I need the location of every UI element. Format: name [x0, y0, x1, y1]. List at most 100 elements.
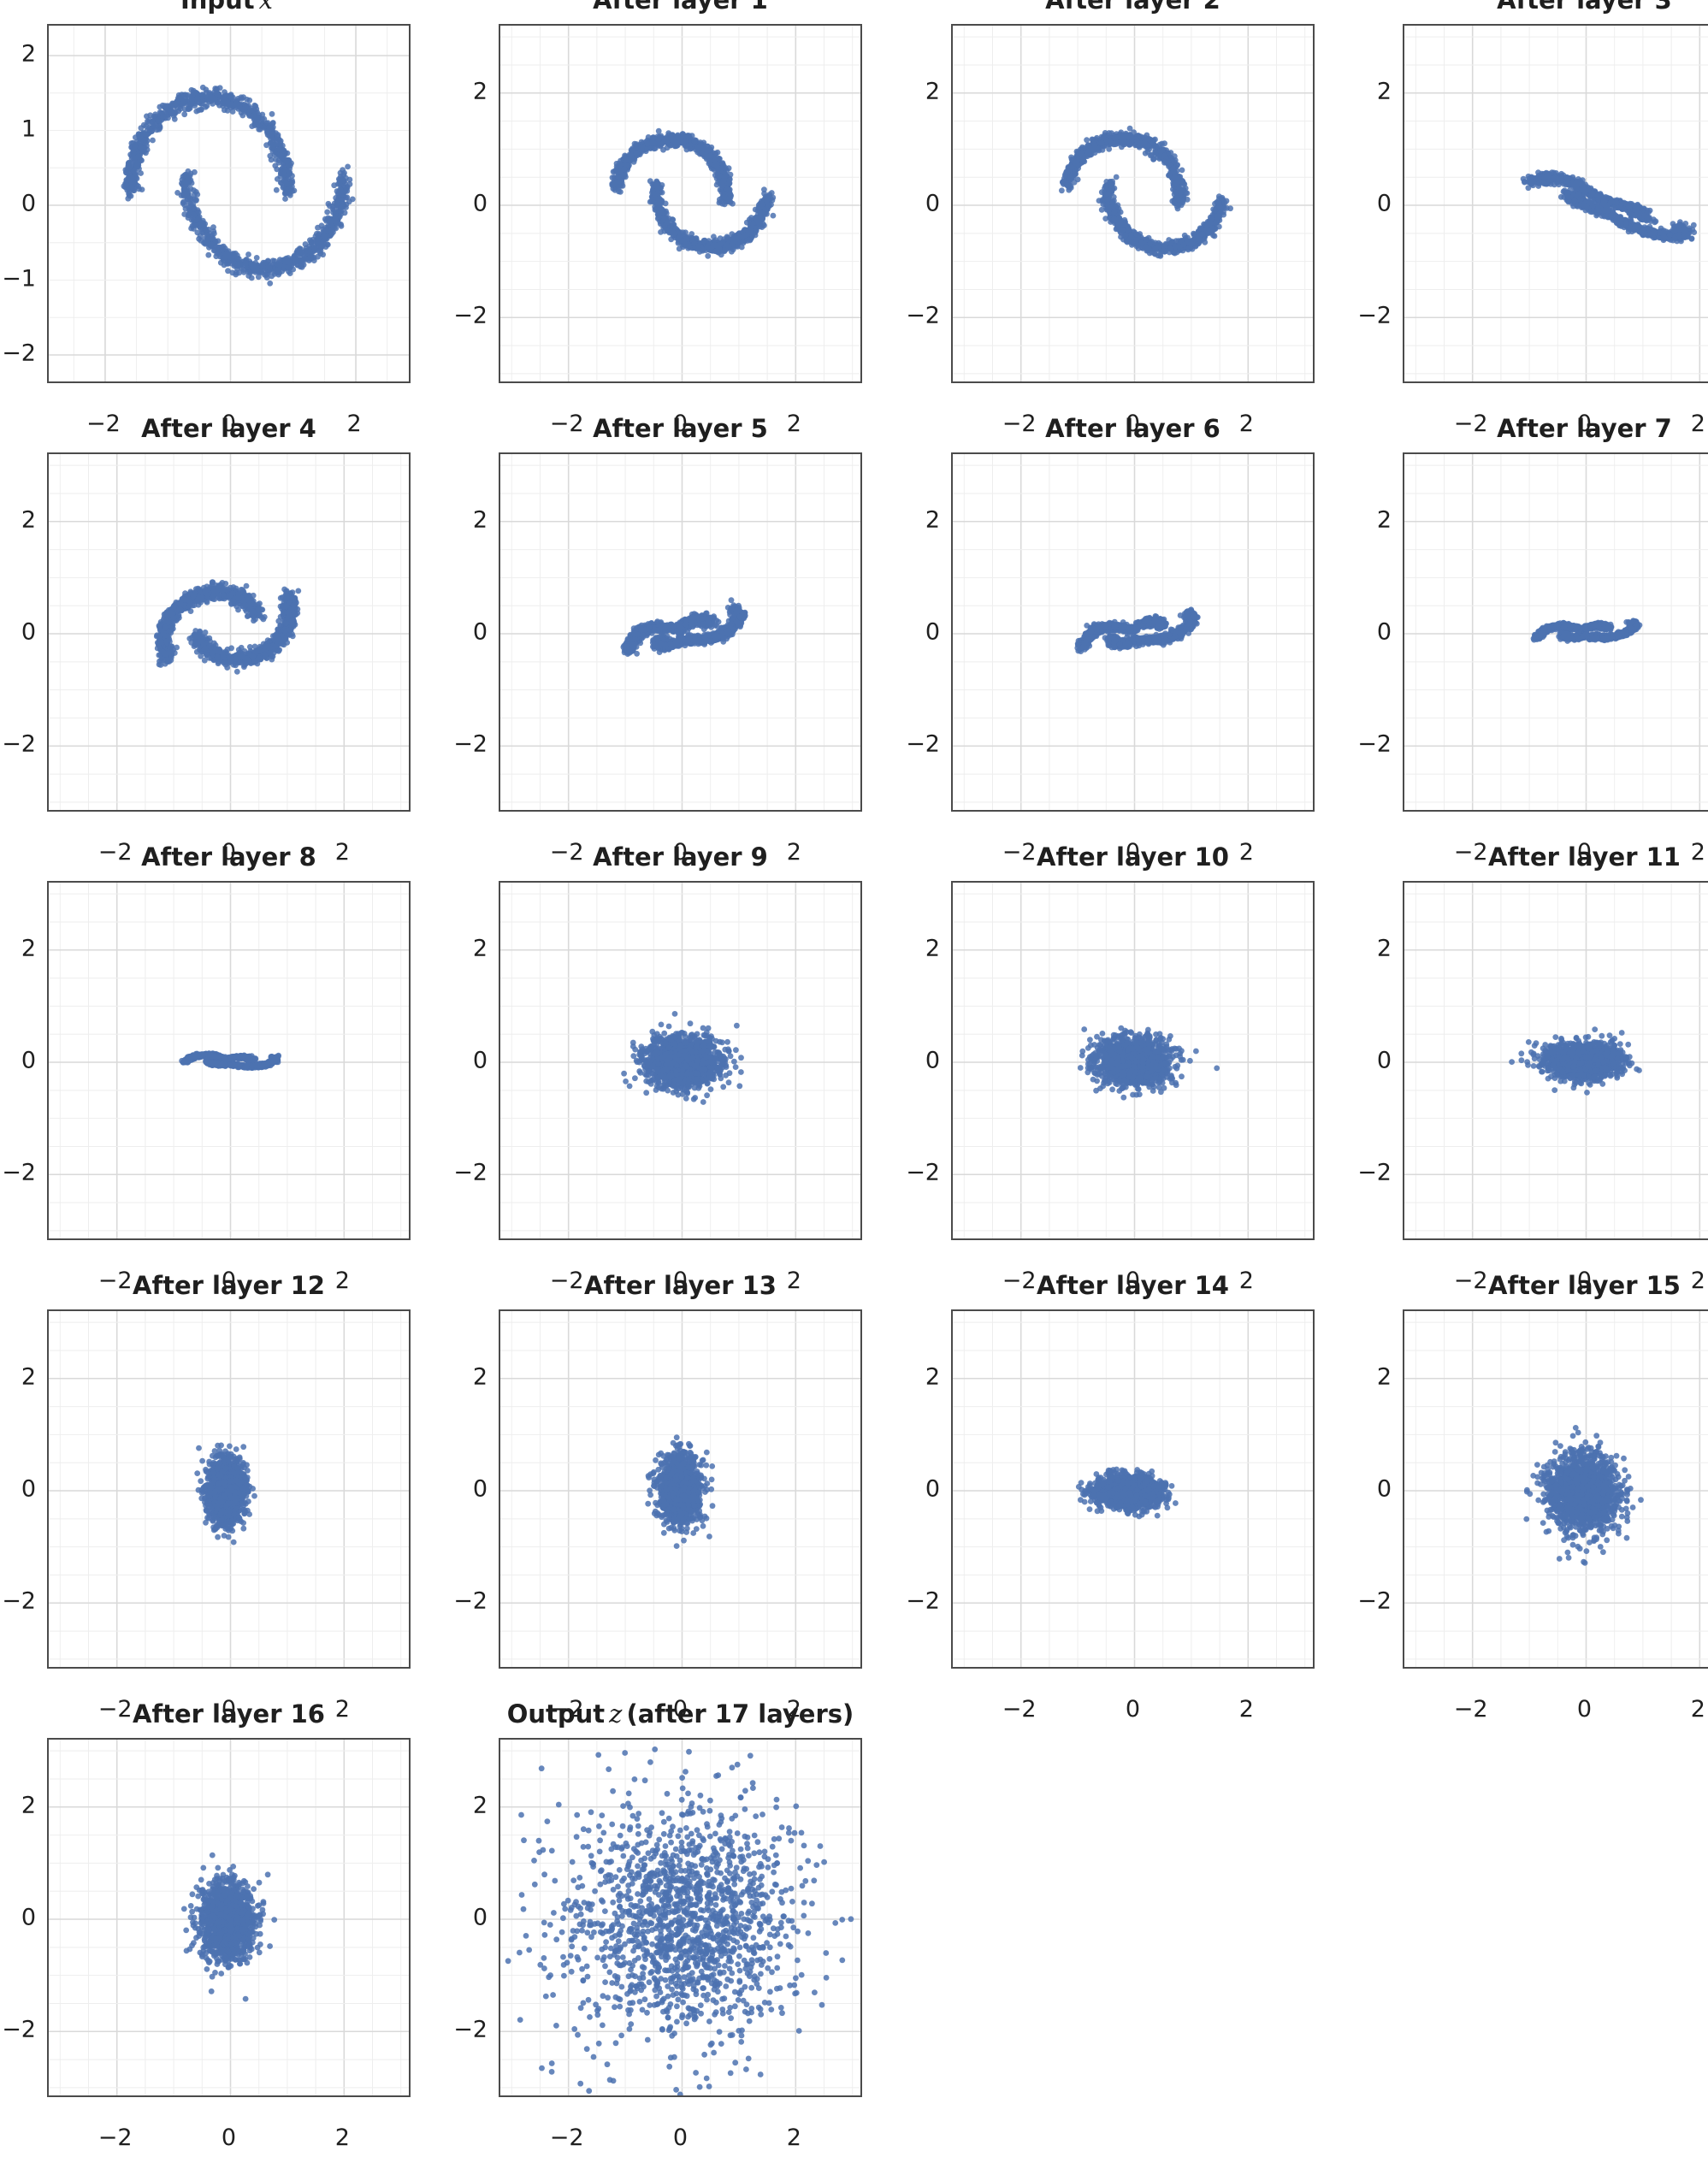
- data-points: [505, 1746, 854, 2097]
- plot-area: [47, 452, 411, 812]
- panel-title-main: After layer 6: [1045, 414, 1220, 443]
- y-axis-tick-label: −2: [0, 733, 47, 756]
- x-axis-tick-label: −2: [1454, 1698, 1488, 1721]
- y-axis-tick-label: −2: [430, 1590, 499, 1613]
- x-axis-tick-label: 2: [787, 2126, 801, 2149]
- data-points: [609, 128, 776, 259]
- data-points: [1059, 126, 1233, 259]
- y-axis-tick-label: −2: [430, 1161, 499, 1185]
- panel-title: After layer 9: [499, 845, 862, 870]
- panel-title-main: After layer 11: [1488, 842, 1681, 872]
- x-axis-tick-label: 0: [1577, 1698, 1592, 1721]
- y-axis-tick-label: −2: [1334, 733, 1403, 756]
- scatter-svg: [1404, 883, 1708, 1240]
- plot-area: [1403, 1309, 1708, 1669]
- panel-title-main: After layer 10: [1037, 842, 1229, 872]
- panel-title-main: Input: [180, 0, 255, 15]
- plot-area: [499, 1309, 862, 1669]
- scatter-svg: [953, 883, 1315, 1240]
- scatter-svg: [500, 26, 862, 383]
- y-axis-tick-label: 0: [1334, 621, 1403, 644]
- x-axis-tick-label: 0: [222, 2126, 236, 2149]
- plot-area: [951, 1309, 1315, 1669]
- y-axis-tick-label: 0: [883, 1049, 951, 1073]
- x-axis-tick-label: 2: [335, 2126, 350, 2149]
- y-axis-tick-label: 2: [1334, 80, 1403, 103]
- data-points: [194, 1443, 257, 1545]
- y-axis-tick-label: 0: [0, 192, 47, 216]
- y-axis-tick-label: −2: [0, 1590, 47, 1613]
- y-axis-tick-label: 2: [0, 508, 47, 531]
- scatter-svg: [500, 1311, 862, 1669]
- panel-title: After layer 11: [1403, 845, 1708, 870]
- scatter-svg: [49, 1311, 411, 1669]
- scatter-svg: [49, 1740, 411, 2097]
- panel-title: After layer 10: [951, 845, 1315, 870]
- y-axis-tick-label: 0: [883, 192, 951, 216]
- y-axis-tick-label: −2: [883, 1590, 951, 1613]
- y-axis-tick-label: −2: [1334, 1590, 1403, 1613]
- y-axis-tick-label: 1: [0, 117, 47, 140]
- y-axis-tick-label: 2: [430, 937, 499, 960]
- scatter-svg: [1404, 26, 1708, 383]
- panel-title-main: Output: [507, 1699, 605, 1729]
- data-points: [645, 1434, 715, 1549]
- plot-area: [499, 1738, 862, 2097]
- y-axis-tick-label: −2: [883, 304, 951, 328]
- x-axis-tick-label: 0: [673, 2126, 688, 2149]
- scatter-svg: [1404, 1311, 1708, 1669]
- data-points: [181, 1853, 277, 2002]
- y-axis-tick-label: −2: [0, 2018, 47, 2042]
- grid-lines: [500, 26, 862, 383]
- plot-area: [951, 24, 1315, 383]
- y-axis-tick-label: 0: [0, 1478, 47, 1501]
- y-axis-tick-label: −2: [0, 1161, 47, 1185]
- panel-title: After layer 1: [499, 0, 862, 13]
- grid-lines: [1404, 454, 1708, 812]
- plot-area: [499, 881, 862, 1240]
- panel-title: After layer 3: [1403, 0, 1708, 13]
- x-axis-tick-label: −2: [550, 2126, 584, 2149]
- scatter-svg: [500, 883, 862, 1240]
- panel-title-main: After layer 3: [1497, 0, 1672, 15]
- data-points: [1509, 1026, 1642, 1096]
- panel-title-main: After layer 7: [1497, 414, 1672, 443]
- scatter-svg: [500, 454, 862, 812]
- plot-area: [47, 1738, 411, 2097]
- scatter-svg: [49, 454, 411, 812]
- grid-lines: [49, 26, 411, 383]
- x-axis-tick-label: 2: [1239, 1698, 1254, 1721]
- panel-title-main: After layer 9: [593, 842, 768, 872]
- plot-area: [47, 881, 411, 1240]
- scatter-svg: [953, 1311, 1315, 1669]
- data-points: [1523, 1425, 1644, 1566]
- panel-title-main: After layer 14: [1037, 1271, 1229, 1300]
- y-axis-tick-label: 2: [1334, 508, 1403, 531]
- panel-title: After layer 14: [951, 1274, 1315, 1298]
- x-axis-tick-label: −2: [98, 2126, 133, 2149]
- plot-area: [951, 452, 1315, 812]
- y-axis-tick-label: 2: [1334, 937, 1403, 960]
- panel-title: After layer 15: [1403, 1274, 1708, 1298]
- panel-title-main: After layer 8: [141, 842, 316, 872]
- x-axis-tick-label: 0: [1126, 1698, 1140, 1721]
- y-axis-tick-label: −2: [0, 342, 47, 365]
- panel-title: After layer 13: [499, 1274, 862, 1298]
- x-axis-tick-label: −2: [1002, 1698, 1037, 1721]
- panel-title-main: After layer 2: [1045, 0, 1220, 15]
- y-axis-tick-label: 2: [1334, 1365, 1403, 1388]
- y-axis-tick-label: 2: [430, 80, 499, 103]
- y-axis-tick-label: 0: [430, 1906, 499, 1929]
- panel-title-variable: x: [255, 0, 277, 15]
- data-points: [621, 597, 748, 657]
